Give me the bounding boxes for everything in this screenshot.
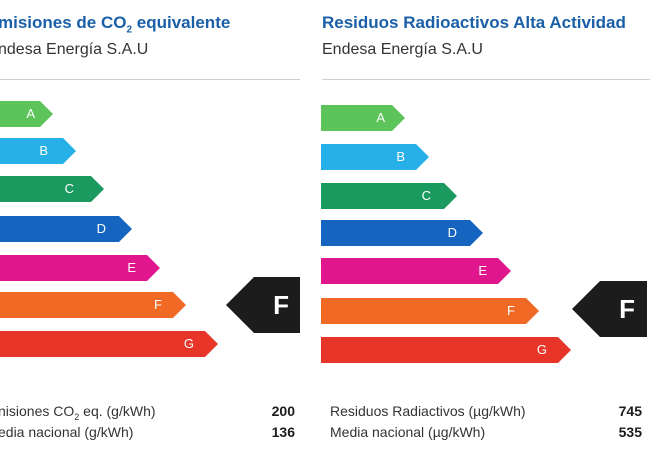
co2-emissions-panel: misiones de CO2 equivalente ndesa Energí… [0, 0, 300, 450]
co2-emissions-label: nisiones CO2 eq. (g/kWh) [0, 403, 156, 422]
co2-panel-title: misiones de CO2 equivalente [0, 13, 231, 36]
co2-class-bar-f: F [0, 292, 186, 318]
co2-class-bar-b: B [0, 138, 76, 164]
co2-national-average-value: 136 [271, 424, 295, 440]
co2-class-bar-e: E [0, 255, 160, 281]
waste-class-bar-f: F [321, 298, 539, 324]
waste-class-bar-c: C [321, 183, 457, 209]
co2-class-bar-g: G [0, 331, 218, 357]
waste-class-bar-d: D [321, 220, 483, 246]
waste-amount-label: Residuos Radiactivos (µg/kWh) [330, 403, 526, 419]
waste-amount-value: 745 [618, 403, 642, 419]
waste-class-bar-g: G [321, 337, 571, 363]
co2-national-average-label: edia nacional (g/kWh) [0, 424, 134, 440]
co2-class-bar-a: A [0, 101, 53, 127]
waste-national-average-value: 535 [618, 424, 642, 440]
waste-panel-title: Residuos Radioactivos Alta Actividad [322, 13, 626, 32]
waste-divider [322, 79, 650, 80]
co2-company-name: ndesa Energía S.A.U [0, 41, 149, 58]
radioactive-waste-panel: Residuos Radioactivos Alta Actividad End… [310, 0, 650, 450]
co2-divider [0, 79, 300, 80]
co2-rating-marker: F [226, 277, 300, 333]
waste-rating-marker: F [572, 281, 647, 337]
waste-national-average-label: Media nacional (µg/kWh) [330, 424, 486, 440]
co2-class-bar-d: D [0, 216, 132, 242]
co2-emissions-value: 200 [271, 403, 295, 419]
co2-class-bar-c: C [0, 176, 104, 202]
waste-class-bar-a: A [321, 105, 405, 131]
waste-class-bar-b: B [321, 144, 429, 170]
waste-class-bar-e: E [321, 258, 511, 284]
waste-company-name: Endesa Energía S.A.U [322, 41, 483, 58]
